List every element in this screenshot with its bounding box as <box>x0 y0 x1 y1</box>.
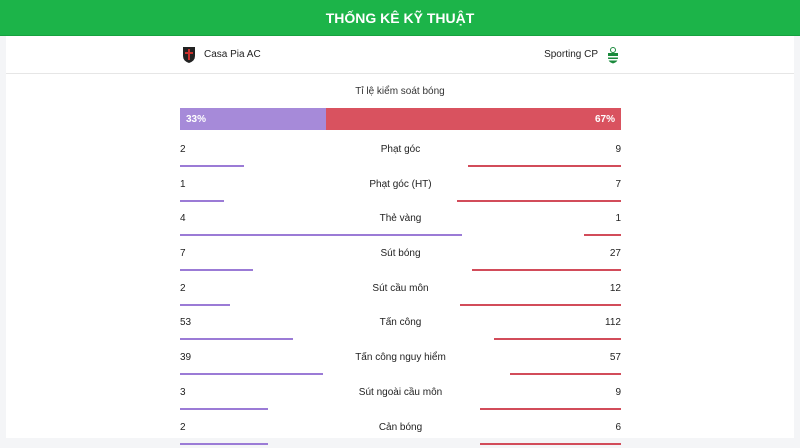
stat-home-bar <box>180 165 244 167</box>
stat-label: Sút cầu môn <box>180 283 621 294</box>
stat-home-bar <box>180 269 253 271</box>
stat-home-bar <box>180 443 268 445</box>
stat-away-value: 6 <box>615 422 621 433</box>
stats-card: Casa Pia AC Sporting CP Tỉ lệ kiểm soát … <box>6 36 794 438</box>
possession-away-value: 67% <box>595 114 615 125</box>
sporting-logo-icon <box>606 46 620 64</box>
stat-away-value: 57 <box>610 352 621 363</box>
stat-away-value: 1 <box>615 213 621 224</box>
possession-home-bar: 33% <box>180 108 326 130</box>
stat-away-value: 27 <box>610 248 621 259</box>
possession-bar: 33% 67% <box>180 108 621 130</box>
stat-away-value: 112 <box>605 317 621 328</box>
stat-away-bar <box>494 338 621 340</box>
away-team[interactable]: Sporting CP <box>544 46 620 64</box>
stat-away-bar <box>468 165 621 167</box>
stat-away-bar <box>510 373 621 375</box>
stat-away-bar <box>457 200 621 202</box>
page-title: THỐNG KÊ KỸ THUẬT <box>326 10 475 26</box>
stat-away-value: 9 <box>615 144 621 155</box>
stat-away-bar <box>480 443 621 445</box>
page-header: THỐNG KÊ KỸ THUẬT <box>0 0 800 36</box>
stat-label: Phạt góc (HT) <box>180 179 621 190</box>
stat-away-value: 12 <box>610 283 621 294</box>
home-team[interactable]: Casa Pia AC <box>182 46 261 64</box>
stat-label: Sút ngoài cầu môn <box>180 387 621 398</box>
stat-home-bar <box>180 304 230 306</box>
possession-home-value: 33% <box>186 114 206 125</box>
stat-label: Tấn công <box>180 317 621 328</box>
casa-pia-logo-icon <box>182 46 196 64</box>
possession-away-bar: 67% <box>326 108 621 130</box>
home-team-name: Casa Pia AC <box>204 49 261 60</box>
possession-label: Tỉ lệ kiểm soát bóng <box>6 86 794 97</box>
stat-away-bar <box>460 304 621 306</box>
stat-home-bar <box>180 200 224 202</box>
stat-away-value: 9 <box>615 387 621 398</box>
stat-label: Phạt góc <box>180 144 621 155</box>
stat-label: Tấn công nguy hiểm <box>180 352 621 363</box>
stat-away-bar <box>472 269 621 271</box>
stat-away-bar <box>480 408 621 410</box>
stat-home-bar <box>180 234 462 236</box>
stat-away-value: 7 <box>615 179 621 190</box>
stat-label: Sút bóng <box>180 248 621 259</box>
stat-home-bar <box>180 338 293 340</box>
stat-home-bar <box>180 408 268 410</box>
away-team-name: Sporting CP <box>544 49 598 60</box>
stat-label: Thẻ vàng <box>180 213 621 224</box>
stat-label: Cản bóng <box>180 422 621 433</box>
stat-away-bar <box>584 234 621 236</box>
teams-row: Casa Pia AC Sporting CP <box>6 36 794 74</box>
stat-home-bar <box>180 373 323 375</box>
